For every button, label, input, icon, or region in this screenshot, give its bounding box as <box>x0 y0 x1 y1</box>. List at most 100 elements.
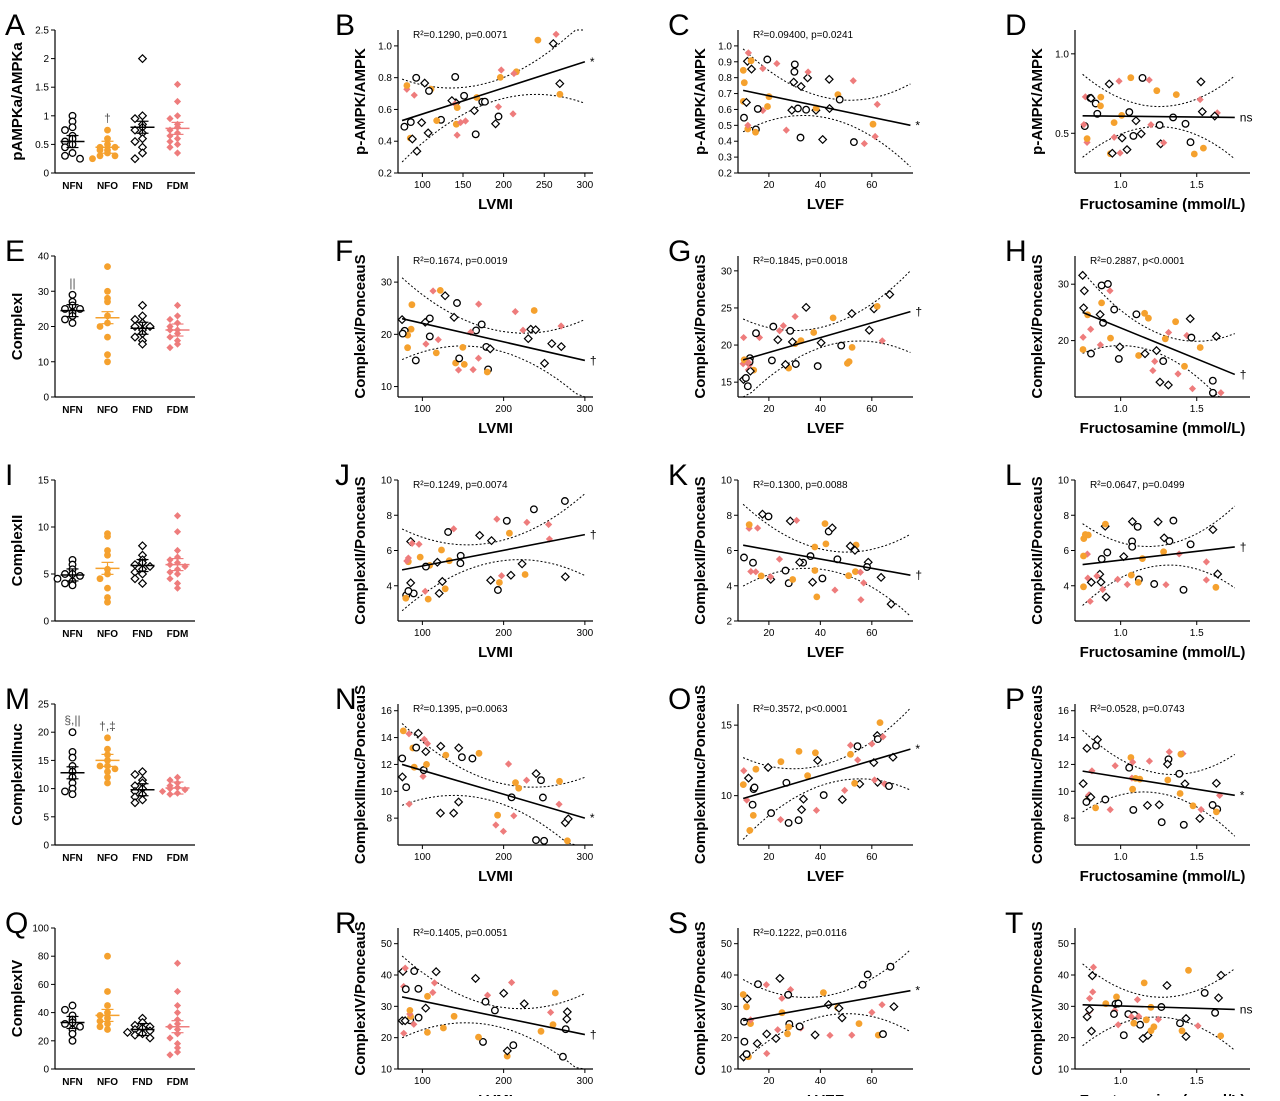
data-point <box>104 988 111 995</box>
data-point <box>504 760 513 768</box>
x-tick-label: 1.0 <box>1114 1076 1128 1087</box>
data-point <box>1142 1016 1150 1024</box>
data-point <box>1079 286 1089 296</box>
data-point <box>1208 801 1217 809</box>
data-point <box>477 320 486 329</box>
data-point <box>412 146 422 156</box>
data-point <box>419 772 427 780</box>
x-tick-label: NFO <box>97 405 118 416</box>
data-point <box>837 794 847 805</box>
y-tick-label: 0.2 <box>718 169 732 180</box>
data-point <box>1135 1012 1143 1021</box>
data-point <box>449 312 459 322</box>
data-point <box>436 287 444 294</box>
x-tick-label: 1.5 <box>1190 852 1204 863</box>
panel-i: I ComplexII 0 5 10 15 NFN NFO FND FDM <box>5 459 195 640</box>
data-point <box>1104 79 1114 89</box>
data-point <box>173 579 182 587</box>
significance-marker: * <box>915 742 920 756</box>
data-point <box>791 312 799 321</box>
panel-letter: F <box>335 235 353 268</box>
ci-upper <box>742 503 911 553</box>
data-point <box>104 351 111 359</box>
data-point <box>457 753 466 762</box>
data-point <box>746 64 757 74</box>
data-point <box>104 126 111 134</box>
data-point <box>540 836 549 845</box>
data-point <box>400 1029 408 1037</box>
data-point <box>430 979 439 987</box>
y-tick-label: 16 <box>1058 706 1070 717</box>
x-tick-label: NFN <box>62 1077 83 1088</box>
data-point <box>1185 966 1192 974</box>
significance-marker: † <box>590 1028 597 1042</box>
data-point <box>1087 971 1097 981</box>
significance-marker: † <box>915 568 922 582</box>
ci-upper <box>1082 505 1236 548</box>
data-point <box>453 104 461 111</box>
data-point <box>1086 597 1094 605</box>
data-point <box>1183 331 1191 340</box>
y-tick-label: 0.8 <box>378 73 392 84</box>
data-point <box>1129 758 1137 766</box>
y-tick-label: 10 <box>721 1065 733 1076</box>
data-point <box>1134 579 1142 586</box>
data-point <box>549 1021 557 1028</box>
data-point <box>747 57 755 65</box>
data-point <box>1200 144 1207 152</box>
y-tick-label: 1.0 <box>1055 49 1069 60</box>
data-point <box>1110 119 1118 126</box>
data-point <box>130 125 140 135</box>
stats-label: R²=0.1405, p=0.0051 <box>413 928 508 939</box>
data-point <box>424 595 432 603</box>
panel-letter: P <box>1005 683 1025 716</box>
data-point <box>406 118 415 127</box>
data-point <box>864 325 874 335</box>
y-tick-label: 2 <box>43 54 49 65</box>
data-point <box>497 572 506 580</box>
data-point <box>470 973 481 984</box>
data-point <box>557 322 565 330</box>
panel-m: M ComplexIIInuc 0 5 10 15 20 25 NFN §,|| NFO †,‡ FND… <box>5 683 195 864</box>
y-tick-label: 10 <box>38 357 50 368</box>
y-tick-label: 40 <box>1058 971 1070 982</box>
significance-annotation: † <box>104 111 111 125</box>
data-point <box>1185 314 1195 324</box>
data-point <box>1125 763 1134 772</box>
data-point <box>1186 138 1195 147</box>
x-tick-label: 1.0 <box>1114 404 1128 415</box>
data-point <box>1202 576 1210 584</box>
y-tick-label: 50 <box>1058 939 1070 950</box>
data-point <box>773 335 783 345</box>
data-point <box>547 1008 555 1016</box>
data-point <box>774 1026 782 1034</box>
data-point <box>810 1030 820 1040</box>
data-point <box>820 989 827 996</box>
y-tick-label: 20 <box>1058 336 1070 347</box>
data-point <box>1123 580 1131 589</box>
data-point <box>1097 555 1106 563</box>
data-point <box>104 594 111 601</box>
panel-letter: R <box>335 907 357 940</box>
y-tick-label: 6 <box>726 546 732 557</box>
data-point <box>1101 795 1110 804</box>
data-point <box>468 754 477 763</box>
y-axis-label: ComplexII <box>9 515 26 587</box>
data-point <box>1082 743 1092 753</box>
data-point <box>531 325 541 335</box>
data-point <box>61 151 69 160</box>
y-tick-label: 0.9 <box>718 57 732 68</box>
y-axis-label: ComplexIIInuc/PonceauS <box>1029 685 1046 864</box>
y-axis-label: ComplexIIInuc/PonceauS <box>692 685 709 864</box>
data-point <box>752 329 760 338</box>
data-point <box>796 133 805 142</box>
y-tick-label: 40 <box>721 971 733 982</box>
data-point <box>89 155 96 163</box>
panel-letter: E <box>5 235 25 268</box>
x-axis-label: LVEF <box>807 1092 844 1096</box>
stats-label: R²=0.1300, p=0.0088 <box>753 480 848 491</box>
data-point <box>1127 571 1135 579</box>
data-point <box>879 1030 887 1039</box>
significance-marker: * <box>1240 788 1245 802</box>
data-point <box>1084 1004 1095 1015</box>
